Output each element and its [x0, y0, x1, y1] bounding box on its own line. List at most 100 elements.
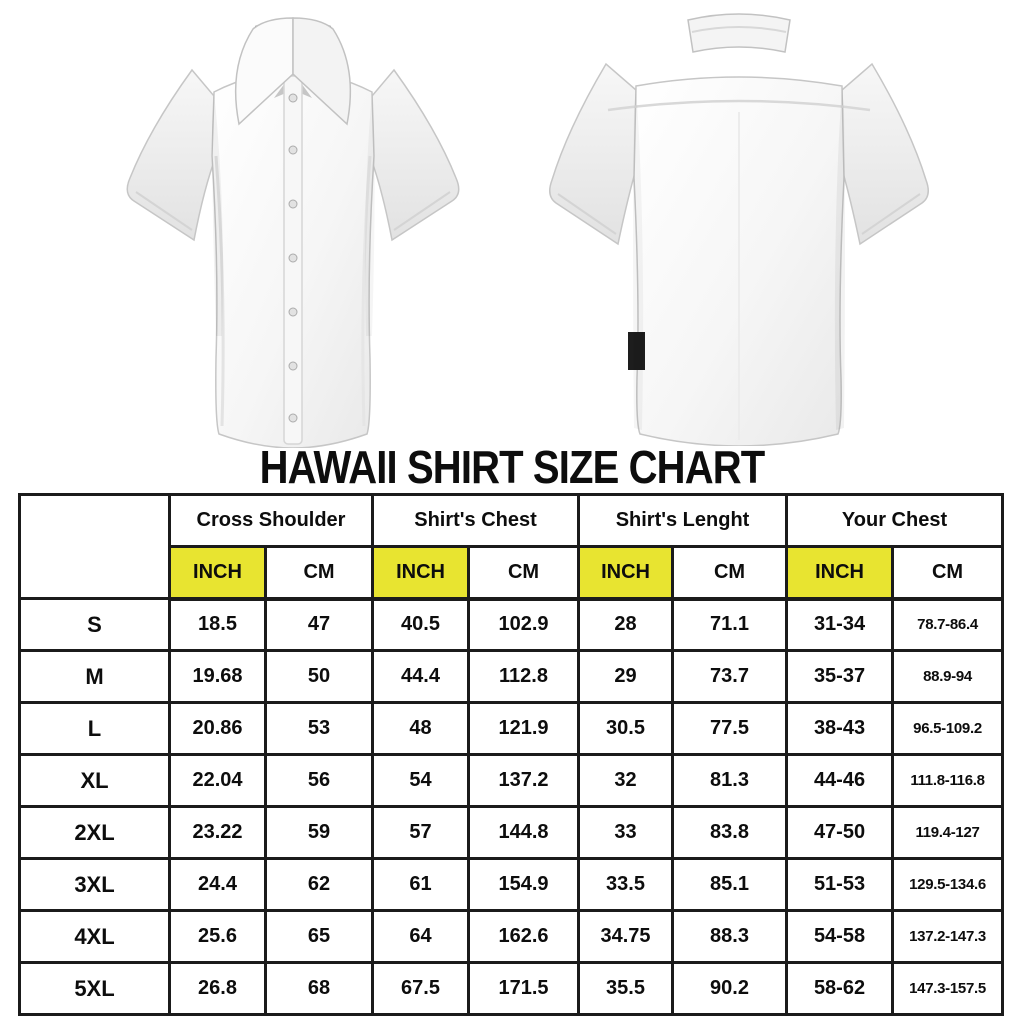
unit-header-cm: CM [671, 545, 789, 601]
size-table: Cross Shoulder Shirt's Chest Shirt's Len… [18, 493, 1005, 1016]
size-label-cell: 4XL [18, 909, 171, 964]
cm-value-cell: 59 [263, 805, 375, 860]
unit-header-cm: CM [263, 545, 375, 601]
back-shirt-graphic [549, 13, 929, 446]
inch-value-cell: 34.75 [577, 909, 675, 964]
table-row: 2XL 23.22 59 57 144.8 33 83.8 47-50 119.4-127 [18, 805, 1005, 860]
cm-value-cell: 129.5-134.6 [891, 857, 1005, 912]
unit-header-row: INCH CM INCH CM INCH CM INCH CM [20, 545, 1005, 601]
page-title: HAWAII SHIRT SIZE CHART [259, 441, 766, 493]
unit-header-inch: INCH [577, 545, 675, 601]
front-right-sleeve [369, 68, 460, 242]
inch-value-cell: 20.86 [168, 701, 267, 756]
inch-value-cell: 33 [577, 805, 675, 860]
inch-value-cell: 24.4 [168, 857, 267, 912]
corner-cell [18, 493, 171, 600]
cm-value-cell: 147.3-157.5 [891, 961, 1005, 1016]
table-row: S 18.5 47 40.5 102.9 28 71.1 31-34 78.7-86.4 [18, 597, 1005, 652]
group-header-cross-shoulder: Cross Shoulder [167, 493, 375, 548]
cm-value-cell: 50 [263, 649, 375, 704]
cm-value-cell: 65 [263, 909, 375, 964]
inch-value-cell: 51-53 [785, 857, 895, 912]
front-shirt-graphic [126, 17, 460, 448]
table-row: 3XL 24.4 62 61 154.9 33.5 85.1 51-53 129.5-134.6 [18, 857, 1005, 912]
front-buttons [288, 93, 298, 423]
cm-value-cell: 78.7-86.4 [891, 597, 1005, 652]
back-collar-band [687, 13, 791, 53]
back-left-sleeve [549, 62, 639, 246]
inch-value-cell: 25.6 [168, 909, 267, 964]
inch-value-cell: 48 [371, 701, 471, 756]
front-left-sleeve [126, 68, 217, 242]
unit-header-inch: INCH [371, 545, 471, 601]
unit-header-cm: CM [467, 545, 581, 601]
size-label-cell: M [18, 649, 171, 704]
inch-value-cell: 35.5 [577, 961, 675, 1016]
inch-value-cell: 29 [577, 649, 675, 704]
inch-value-cell: 54-58 [785, 909, 895, 964]
inch-value-cell: 67.5 [371, 961, 471, 1016]
size-label-cell: 5XL [18, 961, 171, 1016]
cm-value-cell: 85.1 [671, 857, 789, 912]
cm-value-cell: 119.4-127 [891, 805, 1005, 860]
cm-value-cell: 137.2-147.3 [891, 909, 1005, 964]
unit-header-inch: INCH [168, 545, 267, 601]
inch-value-cell: 40.5 [371, 597, 471, 652]
inch-value-cell: 28 [577, 597, 675, 652]
inch-value-cell: 19.68 [168, 649, 267, 704]
front-placket [283, 75, 303, 445]
size-label-cell: XL [18, 753, 171, 808]
cm-value-cell: 88.9-94 [891, 649, 1005, 704]
group-header-your-chest: Your Chest [785, 493, 1005, 548]
inch-value-cell: 30.5 [577, 701, 675, 756]
shirt-back-image [549, 13, 929, 446]
cm-value-cell: 68 [263, 961, 375, 1016]
size-label-cell: 2XL [18, 805, 171, 860]
cm-value-cell: 154.9 [467, 857, 581, 912]
cm-value-cell: 56 [263, 753, 375, 808]
size-label-cell: 3XL [18, 857, 171, 912]
cm-value-cell: 73.7 [671, 649, 789, 704]
cm-value-cell: 53 [263, 701, 375, 756]
group-header-row: Cross Shoulder Shirt's Chest Shirt's Len… [18, 493, 1005, 600]
cm-value-cell: 144.8 [467, 805, 581, 860]
table-row: M 19.68 50 44.4 112.8 29 73.7 35-37 88.9-94 [18, 649, 1005, 704]
unit-header-cm: CM [891, 545, 1005, 601]
cm-value-cell: 62 [263, 857, 375, 912]
inch-value-cell: 26.8 [168, 961, 267, 1016]
cm-value-cell: 112.8 [467, 649, 581, 704]
inch-value-cell: 32 [577, 753, 675, 808]
inch-value-cell: 38-43 [785, 701, 895, 756]
group-header-shirts-lenght: Shirt's Lenght [577, 493, 789, 548]
inch-value-cell: 61 [371, 857, 471, 912]
inch-value-cell: 44-46 [785, 753, 895, 808]
table-row: 5XL 26.8 68 67.5 171.5 35.5 90.2 58-62 147.3-157… [18, 961, 1005, 1016]
table-row: L 20.86 53 48 121.9 30.5 77.5 38-43 96.5-109.2 [18, 701, 1005, 756]
inch-value-cell: 23.22 [168, 805, 267, 860]
inch-value-cell: 31-34 [785, 597, 895, 652]
cm-value-cell: 111.8-116.8 [891, 753, 1005, 808]
cm-value-cell: 162.6 [467, 909, 581, 964]
cm-value-cell: 77.5 [671, 701, 789, 756]
back-yoke-seam [607, 99, 871, 112]
front-collar [234, 17, 352, 126]
shirt-front-image [126, 17, 460, 448]
cm-value-cell: 102.9 [467, 597, 581, 652]
inch-value-cell: 64 [371, 909, 471, 964]
cm-value-cell: 121.9 [467, 701, 581, 756]
size-table-body: S 18.5 47 40.5 102.9 28 71.1 31-34 78.7-86.4 M 19.… [18, 597, 1005, 1016]
cm-value-cell: 96.5-109.2 [891, 701, 1005, 756]
inch-value-cell: 22.04 [168, 753, 267, 808]
cm-value-cell: 81.3 [671, 753, 789, 808]
shirt-images [0, 0, 1024, 448]
inch-value-cell: 58-62 [785, 961, 895, 1016]
unit-header-inch: INCH [785, 545, 895, 601]
back-right-sleeve [839, 62, 929, 246]
cm-value-cell: 88.3 [671, 909, 789, 964]
inch-value-cell: 54 [371, 753, 471, 808]
size-label-cell: S [18, 597, 171, 652]
cm-value-cell: 71.1 [671, 597, 789, 652]
inch-value-cell: 35-37 [785, 649, 895, 704]
inch-value-cell: 44.4 [371, 649, 471, 704]
